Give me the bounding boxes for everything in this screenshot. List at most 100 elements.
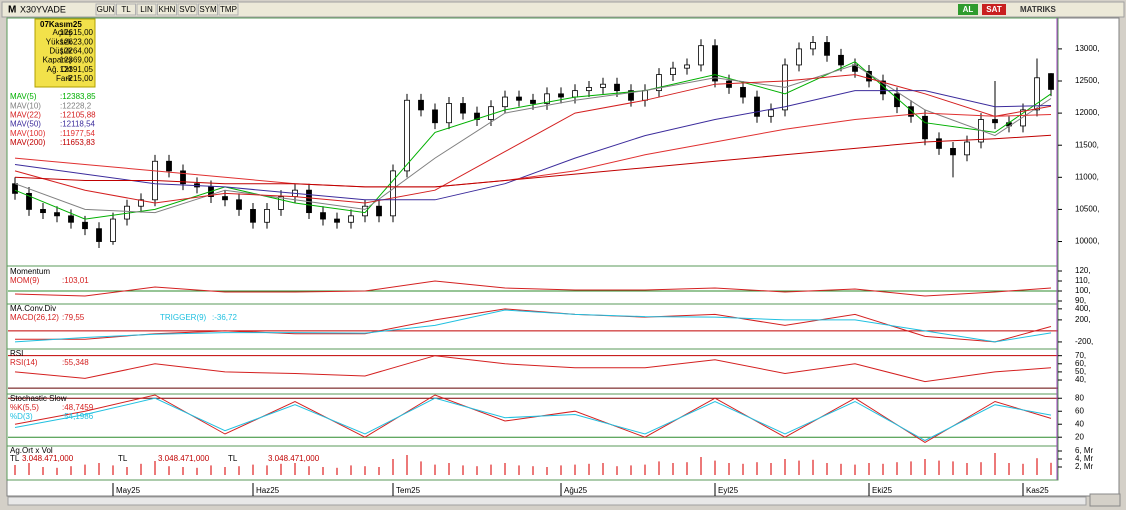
y-tick-label: 12500, — [1075, 76, 1099, 85]
volume-bar — [728, 463, 730, 475]
toolbar-button-label[interactable]: GUN — [97, 5, 115, 14]
info-label: Ağ. Ort — [47, 65, 73, 74]
candle-body — [250, 209, 256, 223]
candle-body — [908, 106, 914, 117]
volume-bar — [406, 455, 408, 475]
legend-text: TL — [10, 454, 20, 463]
volume-bar — [700, 457, 702, 475]
toolbar-button-label[interactable]: SVD — [179, 5, 196, 14]
volume-bar — [574, 464, 576, 475]
volume-bar — [546, 467, 548, 475]
volume-bar — [294, 463, 296, 475]
legend-text: 3.048.471,000 — [268, 454, 320, 463]
buy-button[interactable] — [958, 4, 978, 15]
legend-name: %K(5,5) — [10, 403, 39, 412]
sell-button[interactable] — [982, 4, 1006, 15]
y-tick-label: 70, — [1075, 351, 1086, 360]
logo[interactable]: M — [8, 5, 16, 16]
info-label: Fark — [56, 74, 73, 83]
candle-body — [754, 96, 760, 117]
volume-bar — [126, 467, 128, 475]
indicator-line — [14, 74, 1052, 204]
ma-legend-value: :12105,88 — [60, 111, 96, 120]
y-tick-label: 200, — [1075, 315, 1091, 324]
toolbar-button[interactable] — [116, 3, 136, 16]
candle-body — [684, 64, 690, 69]
toolbar-button[interactable] — [198, 3, 218, 16]
candle-body — [334, 218, 340, 223]
candle-body — [68, 215, 74, 223]
volume-bar — [182, 467, 184, 475]
toolbar-button[interactable] — [157, 3, 177, 16]
toolbar — [1, 1, 1125, 18]
volume-bar — [532, 466, 534, 475]
y-tick-label: 12000, — [1075, 108, 1099, 117]
volume-bar — [938, 460, 940, 475]
x-tick-label: Kas25 — [1026, 486, 1049, 495]
volume-bar — [196, 467, 198, 475]
volume-bar — [868, 463, 870, 475]
volume-bar — [770, 463, 772, 475]
buy-label[interactable]: AL — [963, 5, 974, 14]
legend-text: 3.048.471,000 — [22, 454, 74, 463]
info-label: Düşük — [49, 47, 73, 56]
candle-body — [992, 119, 998, 124]
volume-bar — [1050, 462, 1052, 475]
candle-body — [432, 109, 438, 124]
scroll-buttons[interactable] — [1089, 493, 1121, 507]
candle-body — [768, 109, 774, 117]
volume-bar — [364, 466, 366, 475]
toolbar-button-label[interactable]: TL — [121, 5, 131, 14]
toolbar-button-label[interactable]: TMP — [220, 5, 237, 14]
ma-legend-name: MAV(100) — [10, 129, 46, 138]
info-value: 12369,00 — [60, 56, 94, 65]
candle-body — [614, 83, 620, 92]
scrollbar[interactable] — [7, 496, 1087, 506]
candle-body — [166, 160, 172, 172]
indicator-line — [14, 112, 1052, 188]
volume-bar — [784, 459, 786, 475]
legend-text: TL — [228, 454, 238, 463]
candle-body — [488, 106, 494, 120]
volume-bar — [140, 463, 142, 475]
ma-legend-name: MAV(200) — [10, 138, 46, 147]
ma-legend-value: :12118,54 — [60, 120, 96, 129]
sell-label[interactable]: SAT — [986, 5, 1002, 14]
volume-bar — [644, 464, 646, 475]
y-tick-label: 100, — [1075, 286, 1091, 295]
volume-bar — [966, 463, 968, 475]
volume-bar — [504, 463, 506, 475]
ma-legend-value: :11977,54 — [60, 129, 96, 138]
toolbar-button-label[interactable]: SYM — [199, 5, 217, 14]
y-tick-label: -200, — [1075, 337, 1093, 346]
toolbar-button[interactable] — [95, 3, 116, 16]
y-tick-label: 60, — [1075, 359, 1086, 368]
candle-body — [698, 45, 704, 66]
x-tick-label: Eki25 — [872, 486, 893, 495]
y-tick-label: 6, Mr — [1075, 446, 1094, 455]
candle-body — [586, 87, 592, 92]
volume-bar — [322, 467, 324, 475]
legend-name: MACD(26,12) — [10, 313, 59, 322]
candle-body — [180, 170, 186, 185]
toolbar-button[interactable] — [177, 3, 198, 16]
candle-body — [796, 48, 802, 66]
y-tick-label: 120, — [1075, 266, 1091, 275]
y-tick-label: 10000, — [1075, 237, 1099, 246]
toolbar-button[interactable] — [136, 3, 157, 16]
info-date: 07Kasım25 — [40, 20, 82, 29]
volume-bar — [518, 465, 520, 475]
toolbar-button-label[interactable]: LIN — [140, 5, 153, 14]
toolbar-button-label[interactable]: KHN — [159, 5, 176, 14]
volume-bar — [924, 459, 926, 475]
y-tick-label: 40 — [1075, 419, 1084, 428]
y-tick-label: 11000, — [1075, 172, 1099, 181]
panel-frame — [6, 445, 1059, 481]
indicator-line — [14, 90, 1052, 201]
candle-body — [474, 112, 480, 120]
candle-body — [628, 90, 634, 101]
volume-bar — [98, 463, 100, 475]
toolbar-button[interactable] — [218, 3, 239, 16]
symbol[interactable]: X30YVADE — [20, 4, 66, 14]
